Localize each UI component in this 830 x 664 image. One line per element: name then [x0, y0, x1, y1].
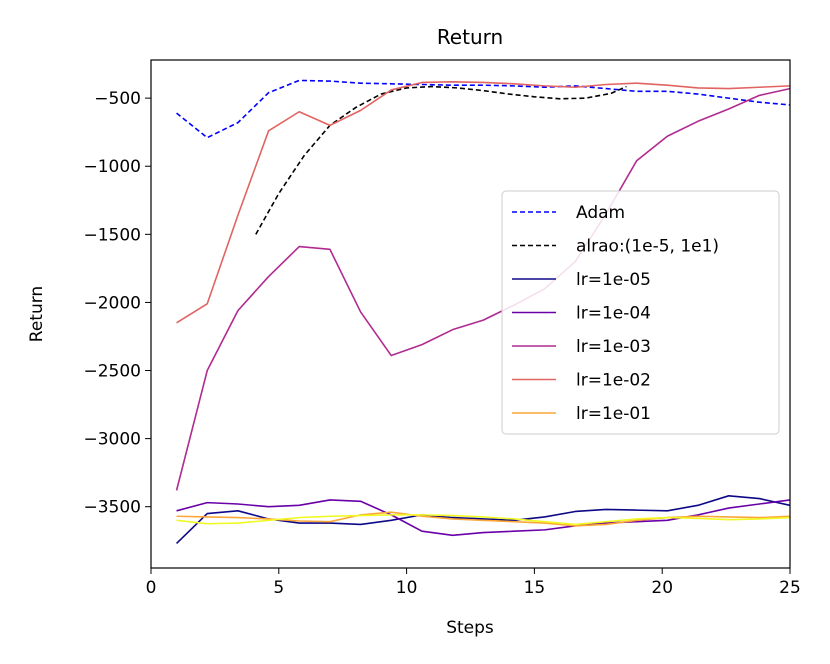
y-tick-label: −1000 — [83, 157, 141, 177]
x-tick-label: 25 — [779, 578, 801, 598]
x-tick-label: 15 — [524, 578, 546, 598]
x-tick-label: 5 — [273, 578, 284, 598]
x-axis-label: Steps — [446, 618, 494, 638]
y-axis: −3500 −3000 −2500 −2000 −1500 −1000 −500 — [83, 89, 151, 518]
series-line-4 — [175, 87, 790, 491]
legend-label: alrao:(1e-5, 1e1) — [576, 237, 719, 257]
legend-label: lr=1e-02 — [576, 371, 651, 391]
legend-label: Adam — [576, 203, 625, 223]
chart-title: Return — [437, 25, 503, 49]
y-tick-label: −3500 — [83, 498, 141, 518]
series-line-0 — [176, 79, 790, 139]
x-tick-label: 10 — [396, 578, 418, 598]
legend-label: lr=1e-05 — [576, 270, 651, 290]
series-line-7 — [176, 514, 790, 526]
series-layer — [175, 79, 790, 545]
legend-label: lr=1e-04 — [576, 304, 651, 324]
y-axis-label: Return — [27, 286, 47, 342]
legend-label: lr=1e-03 — [576, 337, 651, 357]
plot-frame — [150, 59, 791, 569]
x-tick-label: 0 — [146, 578, 157, 598]
x-axis: 0 5 10 15 20 25 — [146, 568, 801, 598]
y-tick-label: −500 — [94, 89, 141, 109]
y-tick-label: −2000 — [83, 293, 141, 313]
legend: Adam alrao:(1e-5, 1e1) lr=1e-05 lr=1e-04 lr=… — [501, 190, 780, 435]
series-line-1 — [255, 85, 627, 235]
y-tick-label: −1500 — [83, 225, 141, 245]
y-tick-label: −3000 — [83, 430, 141, 450]
legend-label: lr=1e-01 — [576, 404, 651, 424]
y-tick-label: −2500 — [83, 362, 141, 382]
x-tick-label: 20 — [651, 578, 673, 598]
series-line-5 — [176, 80, 790, 324]
legend-frame — [501, 190, 780, 435]
